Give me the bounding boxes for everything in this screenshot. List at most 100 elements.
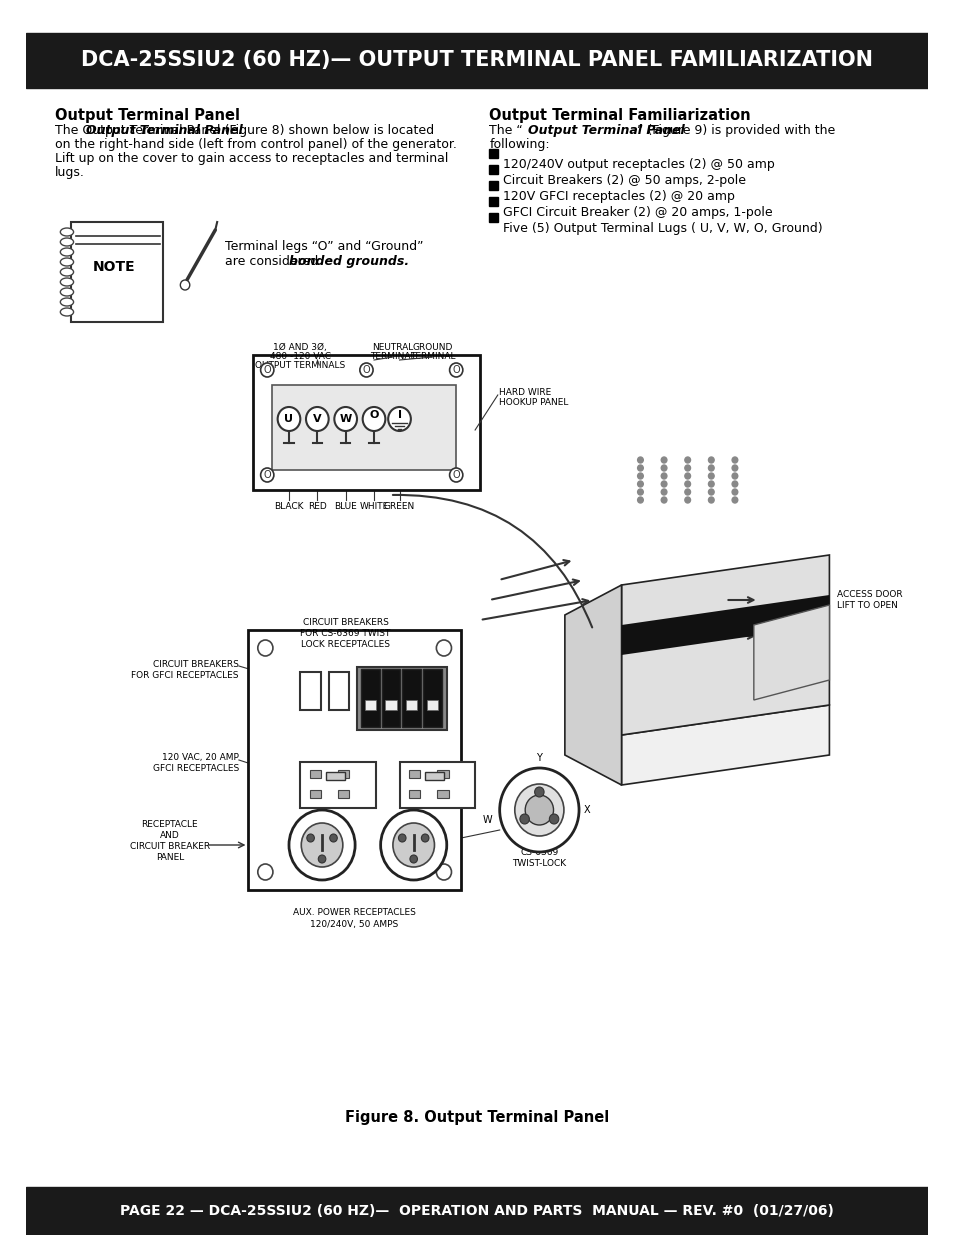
Bar [489, 212, 497, 222]
Circle shape [660, 466, 666, 471]
Bar [326, 772, 344, 781]
Text: ACCESS DOOR
LIFT TO OPEN: ACCESS DOOR LIFT TO OPEN [836, 590, 902, 610]
Bar [27, 33, 926, 88]
Bar [423, 669, 441, 727]
Circle shape [359, 363, 373, 377]
Text: GROUND: GROUND [412, 343, 453, 352]
Text: O: O [263, 366, 271, 375]
Circle shape [260, 468, 274, 482]
Circle shape [684, 489, 690, 495]
Bar [337, 790, 349, 798]
Bar [427, 700, 437, 710]
Text: LOCK RECEPTACLES: LOCK RECEPTACLES [301, 640, 390, 650]
Bar [489, 198, 497, 206]
Circle shape [260, 363, 274, 377]
Circle shape [334, 408, 356, 431]
Text: BLACK: BLACK [274, 501, 303, 511]
Circle shape [318, 855, 326, 863]
Circle shape [684, 466, 690, 471]
Circle shape [660, 473, 666, 479]
Ellipse shape [60, 298, 73, 306]
Text: V: V [313, 414, 321, 424]
Text: TWIST-LOCK: TWIST-LOCK [512, 860, 566, 868]
Bar [409, 769, 420, 778]
Bar [337, 769, 349, 778]
Bar [436, 790, 448, 798]
Circle shape [708, 480, 714, 487]
Polygon shape [621, 595, 828, 655]
Text: OUTPUT TERMINALS: OUTPUT TERMINALS [255, 361, 345, 370]
Bar [329, 672, 349, 710]
Circle shape [731, 496, 737, 503]
Text: Lift up on the cover to gain access to receptacles and terminal: Lift up on the cover to gain access to r… [54, 152, 448, 165]
Text: U: U [284, 414, 294, 424]
Text: CIRCUIT BREAKER: CIRCUIT BREAKER [130, 842, 210, 851]
Text: O: O [452, 366, 459, 375]
Text: Output Terminal Panel: Output Terminal Panel [86, 124, 243, 137]
Circle shape [257, 864, 273, 881]
Circle shape [731, 457, 737, 463]
Circle shape [731, 480, 737, 487]
Ellipse shape [60, 288, 73, 296]
Text: GFCI Circuit Breaker (2) @ 20 amps, 1-pole: GFCI Circuit Breaker (2) @ 20 amps, 1-po… [502, 206, 771, 219]
Text: FOR CS-6369 TWIST: FOR CS-6369 TWIST [300, 629, 391, 638]
Ellipse shape [60, 308, 73, 316]
Text: following:: following: [489, 138, 549, 151]
Circle shape [277, 408, 300, 431]
Circle shape [289, 810, 355, 881]
Text: Output Terminal Panel: Output Terminal Panel [527, 124, 683, 137]
Text: bonded grounds.: bonded grounds. [288, 254, 408, 268]
Bar [409, 790, 420, 798]
Text: Figure 8. Output Terminal Panel: Figure 8. Output Terminal Panel [345, 1110, 608, 1125]
Bar [300, 672, 321, 710]
Bar [272, 385, 456, 471]
Circle shape [708, 466, 714, 471]
Text: AND: AND [160, 831, 179, 840]
Circle shape [637, 480, 642, 487]
Ellipse shape [60, 258, 73, 266]
Bar [436, 769, 448, 778]
Circle shape [307, 834, 314, 842]
Circle shape [436, 640, 451, 656]
Circle shape [515, 784, 563, 836]
Text: CIRCUIT BREAKERS: CIRCUIT BREAKERS [302, 618, 388, 627]
Bar [360, 669, 379, 727]
Text: O: O [263, 471, 271, 480]
Text: AUX. POWER RECEPTACLES: AUX. POWER RECEPTACLES [293, 908, 416, 918]
Text: W: W [482, 815, 492, 825]
Text: lugs.: lugs. [54, 165, 85, 179]
Text: Y: Y [536, 753, 541, 763]
Text: X: X [583, 805, 590, 815]
Text: NEUTRAL: NEUTRAL [372, 343, 413, 352]
Text: Circuit Breakers (2) @ 50 amps, 2-pole: Circuit Breakers (2) @ 50 amps, 2-pole [502, 174, 744, 186]
Text: ” (Figure 9) is provided with the: ” (Figure 9) is provided with the [637, 124, 835, 137]
Text: 120/240V, 50 AMPS: 120/240V, 50 AMPS [310, 920, 398, 929]
Text: HARD WIRE: HARD WIRE [498, 388, 551, 396]
Bar [489, 182, 497, 190]
Circle shape [499, 768, 578, 852]
Circle shape [301, 823, 342, 867]
Circle shape [637, 496, 642, 503]
Circle shape [637, 489, 642, 495]
Ellipse shape [60, 278, 73, 287]
Bar [310, 769, 321, 778]
Text: I: I [397, 410, 401, 420]
Text: 120V GFCI receptacles (2) @ 20 amp: 120V GFCI receptacles (2) @ 20 amp [502, 190, 734, 203]
Text: Terminal legs “O” and “Ground”: Terminal legs “O” and “Ground” [225, 240, 423, 253]
Circle shape [660, 489, 666, 495]
Circle shape [330, 834, 337, 842]
Text: TERMINAL: TERMINAL [370, 352, 416, 361]
Circle shape [449, 468, 462, 482]
Circle shape [660, 457, 666, 463]
Circle shape [637, 457, 642, 463]
Text: O: O [369, 410, 378, 420]
Bar [300, 762, 375, 808]
Text: RED: RED [308, 501, 326, 511]
Circle shape [637, 466, 642, 471]
Bar [425, 772, 443, 781]
Text: RECEPTACLE: RECEPTACLE [141, 820, 198, 829]
Ellipse shape [60, 248, 73, 256]
Circle shape [449, 363, 462, 377]
Bar [253, 354, 479, 490]
Circle shape [362, 408, 385, 431]
